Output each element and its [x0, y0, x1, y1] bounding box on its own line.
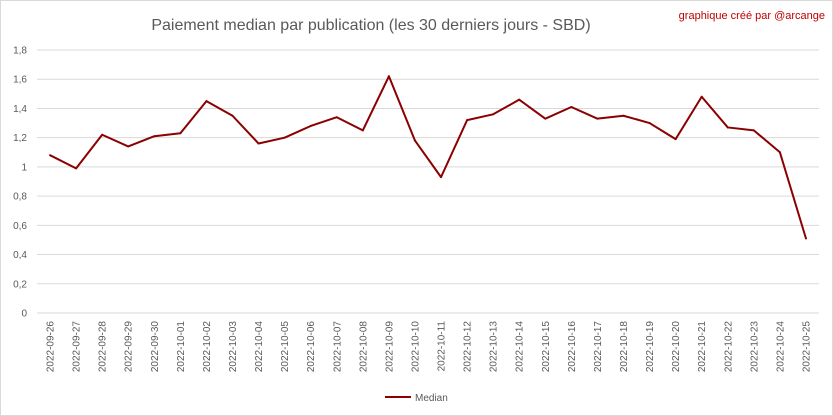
data-point	[387, 75, 390, 78]
data-point	[804, 237, 807, 240]
chart-title: Paiement median par publication (les 30 …	[151, 17, 590, 34]
data-point	[466, 119, 469, 122]
y-tick-label: 1	[21, 162, 27, 173]
x-tick-label: 2022-10-15	[541, 321, 552, 373]
data-point	[492, 113, 495, 116]
data-point	[596, 117, 599, 120]
data-point	[127, 145, 130, 148]
x-tick-label: 2022-10-03	[228, 321, 239, 373]
data-point	[49, 154, 52, 157]
data-point	[101, 133, 104, 136]
data-point	[205, 100, 208, 103]
x-axis: 2022-09-26 2022-09-27 2022-09-28 2022-09-29…	[46, 321, 813, 373]
data-point	[700, 95, 703, 98]
x-tick-label: 2022-09-26	[46, 321, 57, 373]
data-point	[309, 124, 312, 127]
x-tick-label: 2022-10-23	[749, 321, 760, 373]
data-point	[75, 167, 78, 170]
y-tick-label: 0,4	[13, 250, 27, 261]
data-point	[674, 138, 677, 141]
y-tick-label: 1,2	[13, 133, 27, 144]
data-point	[179, 132, 182, 135]
x-tick-label: 2022-10-05	[280, 321, 291, 373]
data-point	[544, 117, 547, 120]
x-tick-label: 2022-10-13	[489, 321, 500, 373]
y-tick-label: 0,8	[13, 192, 27, 203]
x-tick-label: 2022-09-29	[124, 321, 135, 373]
data-point	[153, 135, 156, 138]
legend: Median	[385, 393, 448, 404]
x-tick-label: 2022-10-22	[723, 321, 734, 373]
y-tick-label: 1,6	[13, 75, 27, 86]
chart-credit: graphique créé par @arcange	[679, 10, 825, 22]
x-tick-label: 2022-09-28	[98, 321, 109, 373]
x-tick-label: 2022-10-06	[306, 321, 317, 373]
x-tick-label: 2022-09-27	[72, 321, 83, 373]
gridlines	[37, 49, 819, 314]
x-tick-label: 2022-10-10	[410, 321, 421, 373]
x-tick-label: 2022-10-17	[593, 321, 604, 373]
x-tick-label: 2022-10-20	[671, 321, 682, 373]
data-point	[231, 114, 234, 117]
data-point	[335, 116, 338, 119]
data-point	[648, 122, 651, 125]
x-tick-label: 2022-10-24	[775, 321, 786, 373]
x-tick-label: 2022-10-01	[176, 321, 187, 373]
y-tick-label: 0,2	[13, 279, 27, 290]
x-tick-label: 2022-09-30	[150, 321, 161, 373]
x-tick-label: 2022-10-25	[801, 321, 812, 373]
y-tick-label: 1,4	[13, 104, 27, 115]
series-line-median	[49, 75, 807, 239]
data-point	[257, 142, 260, 145]
y-axis: 0 0,2 0,4 0,6 0,8 1 1,2 1,4 1,6 1,8	[13, 46, 27, 320]
data-point	[361, 129, 364, 132]
x-tick-label: 2022-10-08	[358, 321, 369, 373]
x-tick-label: 2022-10-04	[254, 321, 265, 373]
x-tick-label: 2022-10-09	[384, 321, 395, 373]
y-tick-label: 0,6	[13, 221, 27, 232]
data-point	[622, 114, 625, 117]
x-tick-label: 2022-10-12	[463, 321, 474, 373]
data-point	[440, 176, 443, 179]
x-tick-label: 2022-10-19	[645, 321, 656, 373]
x-tick-label: 2022-10-02	[202, 321, 213, 373]
x-tick-label: 2022-10-16	[567, 321, 578, 373]
data-point	[413, 139, 416, 142]
data-point	[752, 129, 755, 132]
data-point	[778, 151, 781, 154]
data-point	[518, 98, 521, 101]
y-tick-label: 0	[21, 309, 27, 320]
x-tick-label: 2022-10-18	[619, 321, 630, 373]
y-tick-label: 1,8	[13, 46, 27, 57]
series-layer	[49, 75, 807, 240]
legend-label-median: Median	[415, 393, 448, 404]
data-point	[726, 126, 729, 129]
data-point	[283, 136, 286, 139]
x-tick-label: 2022-10-14	[515, 321, 526, 373]
x-tick-label: 2022-10-11	[437, 321, 448, 372]
x-tick-label: 2022-10-07	[332, 321, 343, 373]
data-point	[570, 105, 573, 108]
x-tick-label: 2022-10-21	[697, 321, 708, 373]
